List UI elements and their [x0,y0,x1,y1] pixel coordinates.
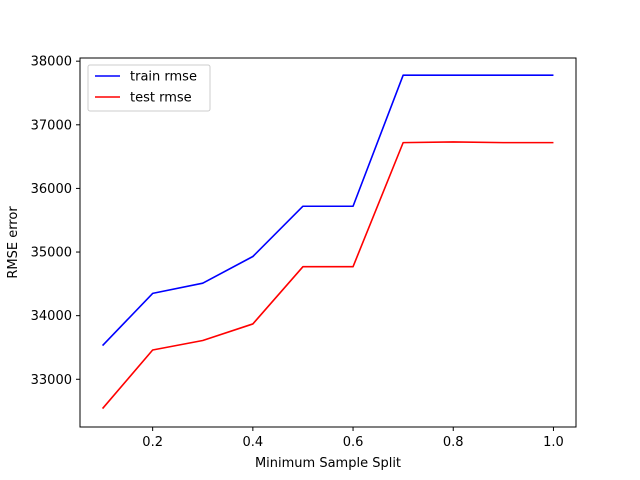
series-line-test-rmse [101,141,554,410]
legend: train rmse test rmse [87,64,211,112]
x-axis-ticks: 0.2 0.4 0.6 0.8 1.0 [142,427,564,450]
y-axis-label: RMSE error [6,206,21,279]
y-tick-label: 37000 [31,118,72,133]
series-line-train-rmse [101,74,554,347]
plot-area [80,58,576,427]
x-tick-label: 0.6 [343,435,364,450]
series-layer [101,74,554,410]
legend-label-train-rmse: train rmse [130,70,197,85]
y-tick-label: 34000 [31,309,72,324]
y-tick-label: 38000 [31,55,72,70]
x-tick-label: 0.2 [142,435,163,450]
x-tick-label: 0.8 [443,435,464,450]
y-tick-label: 33000 [31,373,72,388]
y-tick-label: 36000 [31,182,72,197]
legend-label-test-rmse: test rmse [130,91,192,106]
y-tick-label: 35000 [31,246,72,261]
x-tick-label: 0.4 [243,435,264,450]
x-tick-label: 1.0 [543,435,564,450]
plot-frame [79,57,577,428]
x-axis-label: Minimum Sample Split [255,456,401,471]
y-axis-ticks: 33000 34000 35000 36000 37000 38000 [31,55,80,388]
